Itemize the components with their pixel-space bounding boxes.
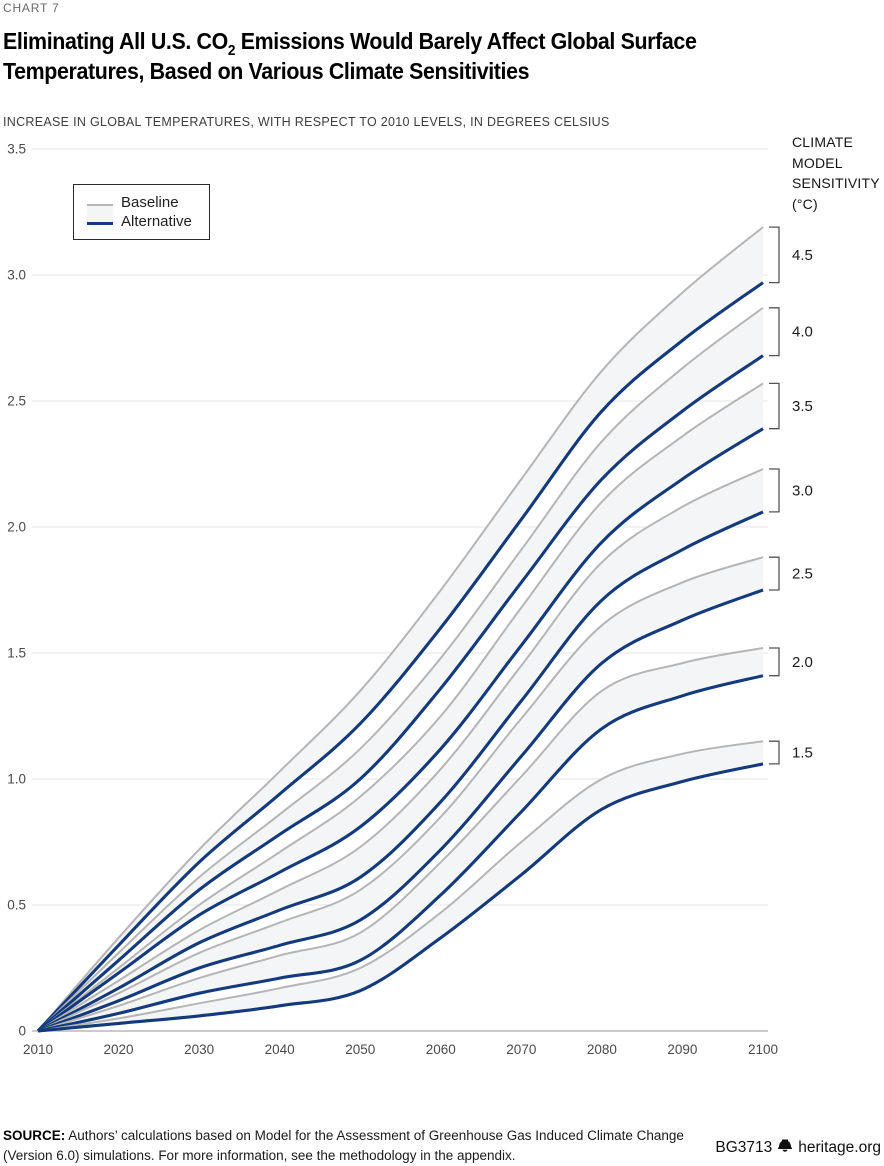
sensitivity-panel-header: CLIMATE MODEL SENSITIVITY (°C) (792, 132, 880, 214)
x-tick-label: 2020 (104, 1042, 134, 1057)
baseline-curve (37, 226, 764, 1032)
source-note: SOURCE: Authors’ calculations based on M… (3, 1126, 693, 1166)
alternative-curve (37, 427, 764, 1033)
page-title: Eliminating All U.S. CO2 Emissions Would… (3, 26, 786, 86)
baseline-curve (37, 468, 764, 1032)
source-label: SOURCE: (3, 1128, 66, 1143)
y-tick-label: 1.0 (7, 772, 26, 787)
sensitivity-label: 1.5 (792, 745, 813, 762)
baseline-curve (37, 382, 764, 1032)
y-tick-label: 1.5 (7, 646, 26, 661)
x-tick-label: 2080 (587, 1042, 617, 1057)
sensitivity-bracket (769, 307, 780, 357)
sensitivity-bracket (769, 556, 780, 591)
legend-baseline-label: Baseline (121, 194, 179, 211)
x-tick-label: 2070 (506, 1042, 536, 1057)
alternative-curve (37, 510, 764, 1033)
sensitivity-panel-header-line: (°C) (792, 195, 818, 212)
sensitivity-bracket (769, 226, 780, 284)
sensitivity-bracket (769, 382, 780, 430)
baseline-curve (37, 306, 764, 1032)
alternative-curve (37, 674, 764, 1033)
sensitivity-label: 2.0 (792, 654, 813, 671)
y-tick-label: 2.0 (7, 520, 26, 535)
baseline-curve (37, 647, 764, 1032)
sensitivity-label: 3.5 (792, 398, 813, 415)
pair-band (38, 307, 763, 1031)
chart-kicker: CHART 7 (3, 1, 60, 15)
baseline-curve (37, 740, 764, 1032)
sensitivity-bracket (769, 647, 780, 677)
title-line2: Temperatures, Based on Various Climate S… (3, 58, 530, 84)
y-tick-label: 3.0 (7, 268, 26, 283)
source-text: Authors’ calculations based on Model for… (3, 1128, 684, 1163)
sensitivity-label: 4.5 (792, 247, 813, 264)
x-tick-label: 2050 (345, 1042, 375, 1057)
sensitivity-label: 2.5 (792, 566, 813, 583)
pair-band (38, 741, 763, 1031)
chart-subtitle: INCREASE IN GLOBAL TEMPERATURES, WITH RE… (3, 115, 610, 129)
y-tick-label: 0 (18, 1024, 26, 1039)
legend-band-swatch (87, 204, 113, 225)
x-tick-label: 2090 (667, 1042, 697, 1057)
x-tick-label: 2060 (426, 1042, 456, 1057)
liberty-bell-icon (777, 1139, 793, 1158)
pair-band (38, 383, 763, 1031)
sensitivity-panel-header-line: MODEL (792, 154, 843, 171)
sensitivity-panel-header-line: CLIMATE (792, 134, 854, 150)
sensitivity-bracket (769, 740, 780, 765)
y-tick-label: 0.5 (7, 898, 26, 913)
x-tick-label: 2100 (748, 1042, 778, 1057)
doc-id: BG3713 (715, 1139, 773, 1156)
pair-band (38, 557, 763, 1031)
legend-alternative-label: Alternative (121, 213, 192, 230)
alternative-curve (36, 281, 764, 1033)
alternative-curve (36, 354, 764, 1033)
y-tick-label: 2.5 (7, 394, 26, 409)
alternative-curve (37, 588, 764, 1033)
y-tick-label: 3.5 (7, 142, 26, 157)
brand-footer: BG3713 heritage.org (715, 1138, 881, 1158)
title-co2-subscript: 2 (227, 42, 236, 59)
chart-legend: Baseline Alternative (73, 184, 210, 240)
baseline-curve (37, 556, 764, 1032)
sensitivity-bracket (769, 468, 780, 513)
x-tick-label: 2030 (184, 1042, 214, 1057)
pair-band (38, 469, 763, 1031)
site-url: heritage.org (798, 1139, 881, 1156)
title-line1-post: Emissions Would Barely Affect Global Sur… (235, 28, 697, 54)
sensitivity-label: 3.0 (792, 483, 813, 500)
x-tick-label: 2010 (23, 1042, 53, 1057)
sensitivity-label: 4.0 (792, 324, 813, 341)
x-tick-label: 2040 (265, 1042, 295, 1057)
alternative-curve (37, 762, 764, 1033)
title-line1-pre: Eliminating All U.S. CO (3, 28, 228, 54)
sensitivity-panel-header-line: SENSITIVITY (792, 175, 880, 191)
